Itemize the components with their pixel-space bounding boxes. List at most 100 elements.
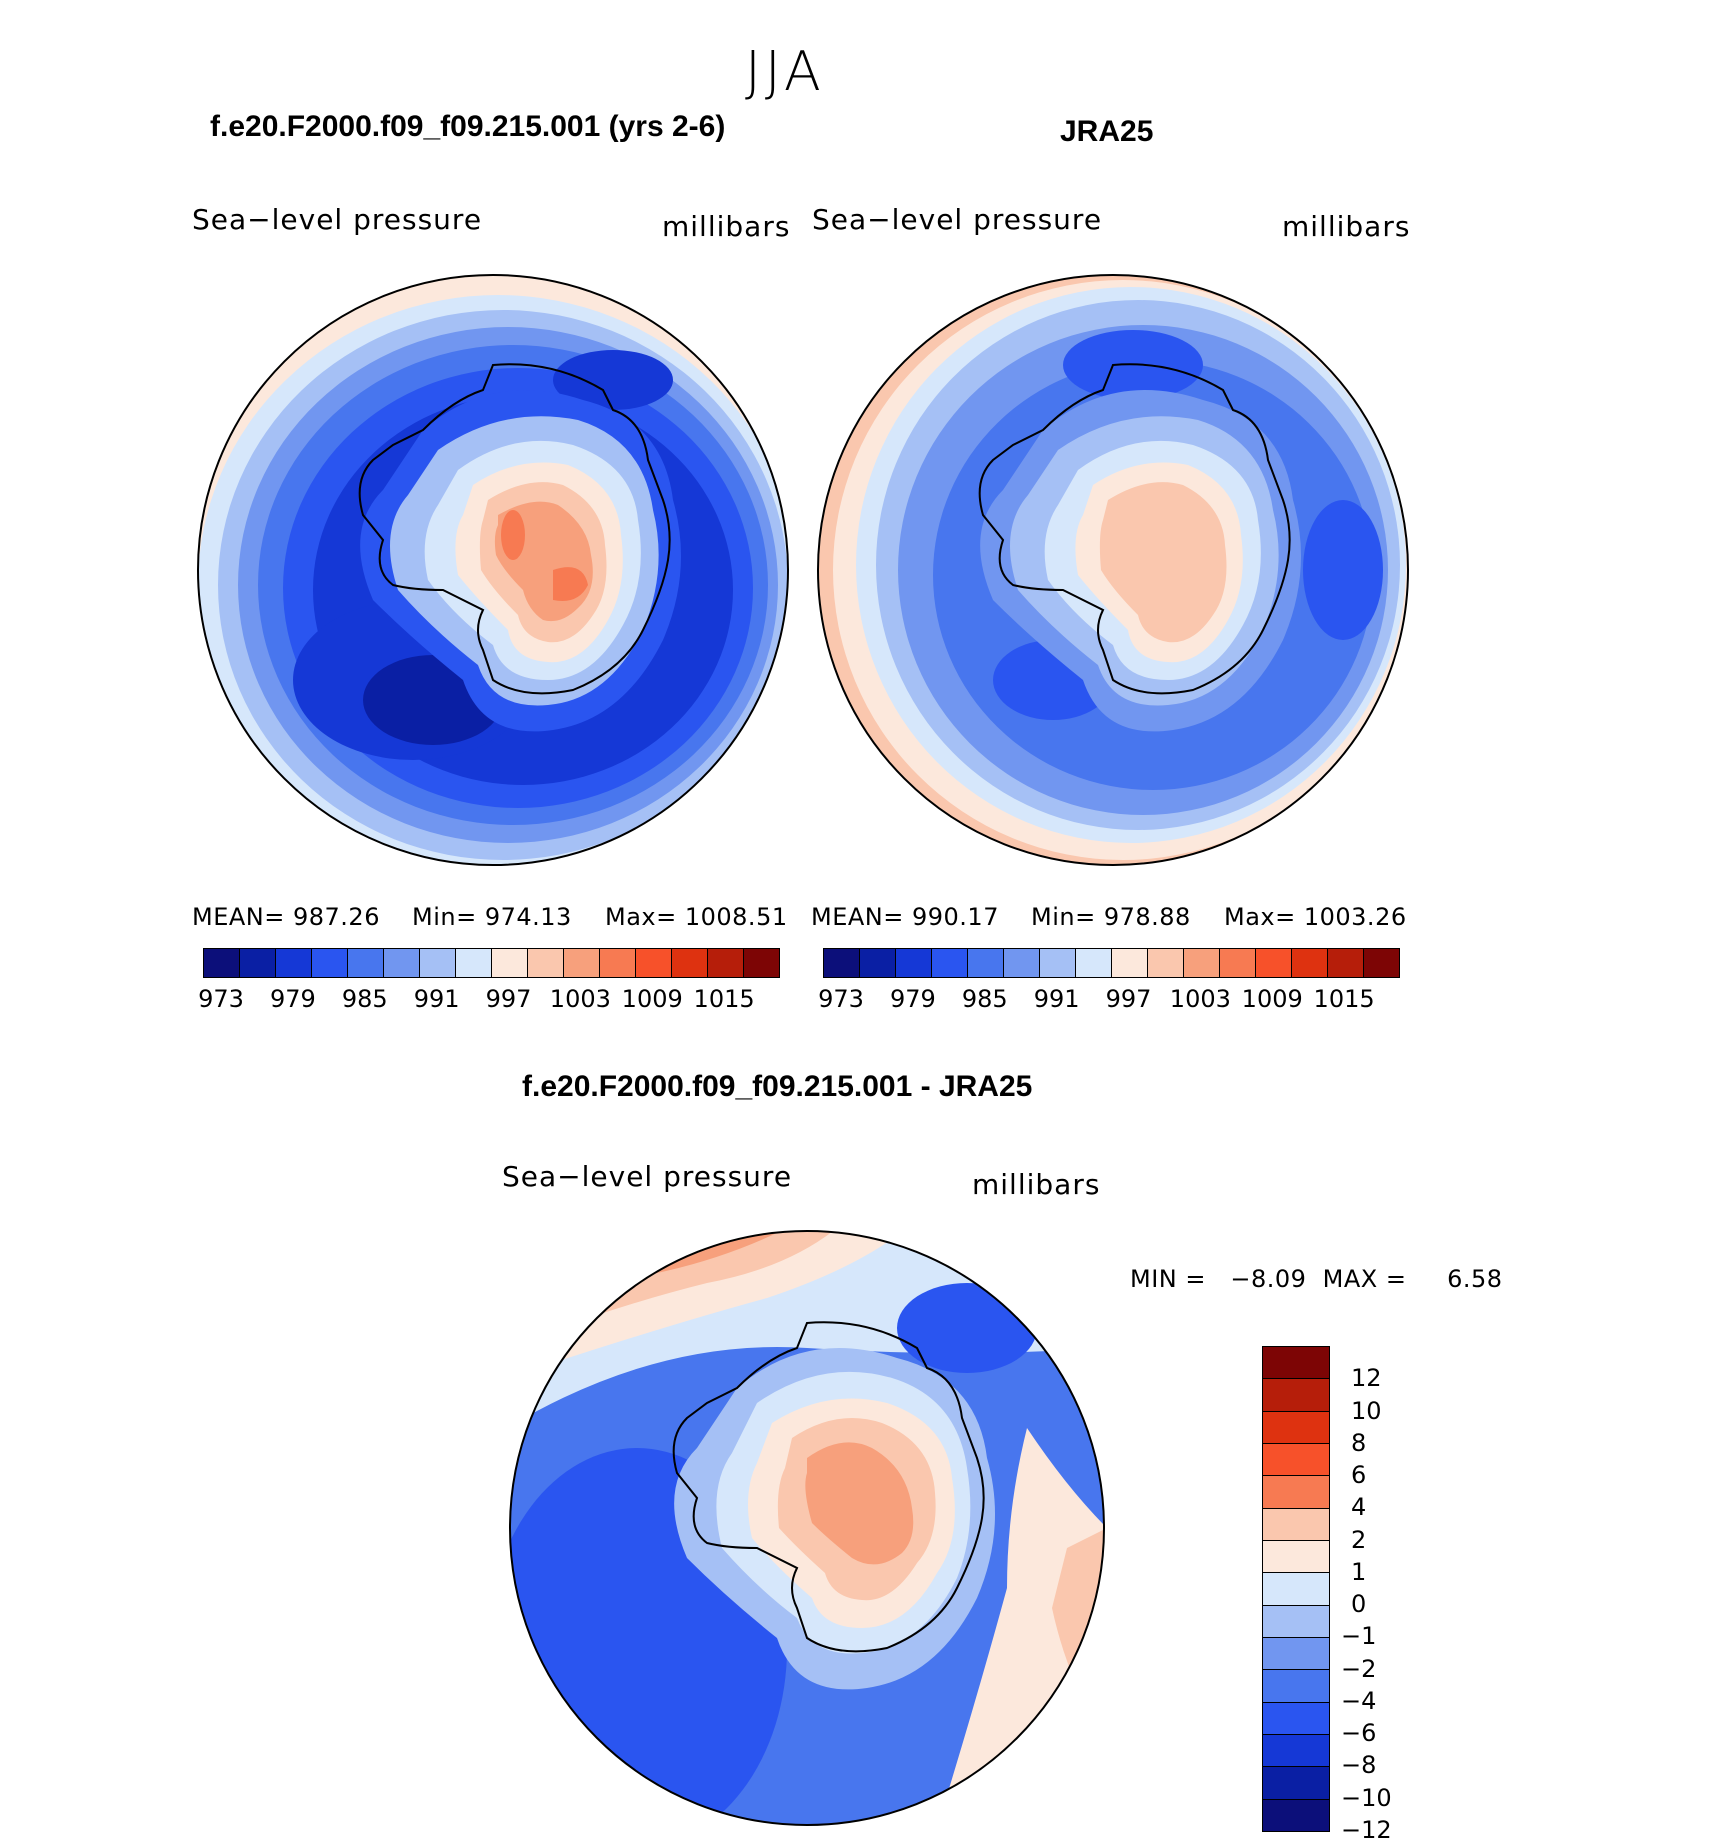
panel3-colorbar [1262,1346,1330,1832]
colorbar-swatch [1263,1670,1329,1703]
colorbar-swatch [420,949,456,977]
colorbar-swatch [672,949,708,977]
season-title: JJA [745,40,825,103]
colorbar-swatch [968,949,1004,977]
colorbar-swatch [1263,1799,1329,1831]
colorbar-tick-label: −10 [1341,1783,1392,1812]
colorbar-swatch [1040,949,1076,977]
colorbar-swatch [932,949,968,977]
panel2-colorbar [823,948,1400,978]
colorbar-tick-label: 979 [889,985,936,1013]
colorbar-swatch [1263,1605,1329,1638]
colorbar-swatch [600,949,636,977]
colorbar-tick-label: 1009 [621,985,683,1013]
colorbar-swatch [1004,949,1040,977]
colorbar-swatch [528,949,564,977]
colorbar-swatch [1328,949,1364,977]
panel3-variable-label: Sea−level pressure [502,1160,793,1193]
colorbar-tick-label: 985 [341,985,388,1013]
colorbar-tick-label: 1 [1351,1557,1367,1586]
colorbar-swatch [1263,1637,1329,1671]
panel2-units-label: millibars [1282,210,1411,243]
colorbar-tick-label: −1 [1341,1622,1377,1651]
colorbar-swatch [1148,949,1184,977]
panel1-units-label: millibars [662,210,791,243]
colorbar-tick-label: 12 [1351,1364,1382,1393]
panel2-mean: MEAN= 990.17 [811,903,999,931]
colorbar-swatch [636,949,672,977]
colorbar-swatch [348,949,384,977]
panel1-title: f.e20.F2000.f09_f09.215.001 (yrs 2-6) [210,110,726,143]
panel2-max: Max= 1003.26 [1224,903,1407,931]
colorbar-tick-label: 991 [1033,985,1080,1013]
panel2-variable-label: Sea−level pressure [812,203,1103,236]
colorbar-swatch [1263,1347,1329,1380]
colorbar-swatch [276,949,312,977]
colorbar-swatch [384,949,420,977]
colorbar-swatch [896,949,932,977]
colorbar-swatch [1076,949,1112,977]
panel1-colorbar-ticks: 973 979 985 991 997 1003 1009 1015 [198,985,778,1015]
colorbar-swatch [1292,949,1328,977]
panel3-title: f.e20.F2000.f09_f09.215.001 - JRA25 [522,1070,1033,1103]
panel2-colorbar-ticks: 973 979 985 991 997 1003 1009 1015 [818,985,1398,1015]
colorbar-tick-label: 991 [413,985,460,1013]
colorbar-tick-label: 973 [818,985,864,1013]
panel1-variable-label: Sea−level pressure [192,203,483,236]
colorbar-tick-label: −8 [1341,1751,1377,1780]
colorbar-swatch [240,949,276,977]
colorbar-tick-label: 973 [198,985,244,1013]
colorbar-swatch [1220,949,1256,977]
colorbar-tick-label: 6 [1351,1461,1367,1490]
panel1-min: Min= 974.13 [412,903,572,931]
colorbar-swatch [1364,949,1399,977]
colorbar-swatch [824,949,860,977]
panel3-colorbar-ticks: 12 10 8 6 4 2 1 0 −1 −2 −4 −6 −8 −10 −12 [1341,1346,1425,1844]
colorbar-tick-label: 4 [1351,1493,1367,1522]
colorbar-swatch [1263,1734,1329,1768]
colorbar-tick-label: 979 [269,985,316,1013]
colorbar-swatch [1112,949,1148,977]
panel2-title: JRA25 [1060,115,1154,148]
colorbar-swatch [1263,1411,1329,1444]
colorbar-swatch [1263,1573,1329,1606]
colorbar-tick-label: −4 [1341,1686,1377,1715]
colorbar-swatch [744,949,779,977]
panel1-colorbar [203,948,780,978]
colorbar-tick-label: 1015 [693,985,755,1013]
panel3-map [509,1230,1105,1826]
colorbar-swatch [1263,1508,1329,1541]
colorbar-tick-label: 0 [1351,1590,1367,1619]
colorbar-swatch [1263,1702,1329,1735]
colorbar-tick-label: 1015 [1313,985,1375,1013]
colorbar-tick-label: −12 [1341,1816,1392,1844]
colorbar-tick-label: −2 [1341,1654,1377,1683]
panel1-max: Max= 1008.51 [605,903,788,931]
panel1-map [197,274,789,866]
colorbar-swatch [860,949,896,977]
panel3-minmax: MIN = −8.09 MAX = 6.58 [1130,1265,1503,1293]
panel2-min: Min= 978.88 [1031,903,1191,931]
colorbar-tick-label: 8 [1351,1428,1367,1457]
colorbar-swatch [1184,949,1220,977]
colorbar-swatch [1263,1476,1329,1509]
colorbar-tick-label: 997 [1105,985,1152,1013]
colorbar-tick-label: 2 [1351,1525,1367,1554]
colorbar-tick-label: 10 [1351,1396,1382,1425]
colorbar-swatch [564,949,600,977]
colorbar-tick-label: 1003 [1169,985,1231,1013]
colorbar-swatch [1263,1540,1329,1574]
colorbar-tick-label: −6 [1341,1719,1377,1748]
panel1-mean: MEAN= 987.26 [192,903,380,931]
colorbar-swatch [312,949,348,977]
colorbar-swatch [1263,1443,1329,1477]
colorbar-swatch [708,949,744,977]
colorbar-tick-label: 1009 [1241,985,1303,1013]
colorbar-tick-label: 1003 [549,985,611,1013]
colorbar-swatch [492,949,528,977]
colorbar-swatch [1263,1767,1329,1800]
panel3-units-label: millibars [972,1168,1101,1201]
colorbar-swatch [1263,1379,1329,1412]
colorbar-swatch [456,949,492,977]
colorbar-swatch [1256,949,1292,977]
